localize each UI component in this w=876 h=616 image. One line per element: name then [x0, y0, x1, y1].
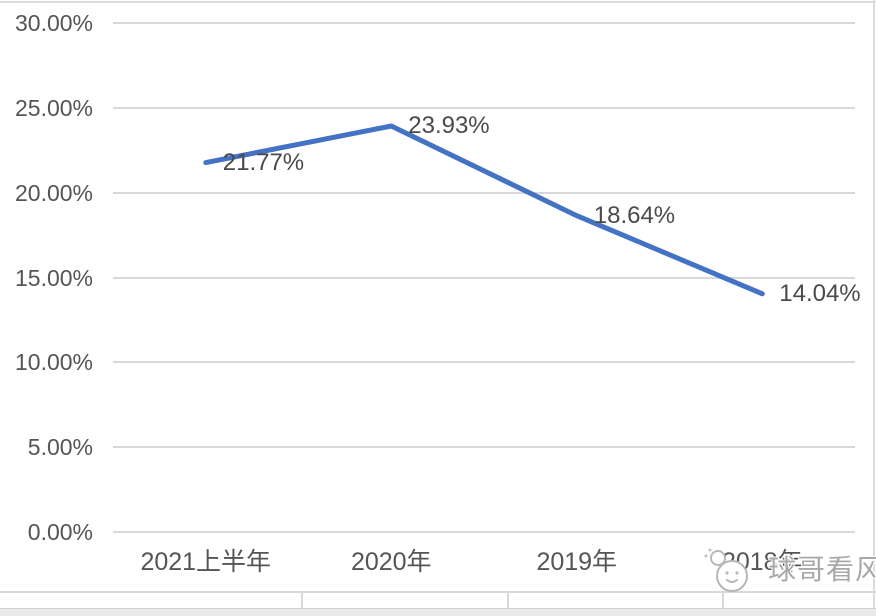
gridline [113, 446, 855, 449]
y-tick-label: 30.00% [14, 10, 93, 36]
table-border [0, 591, 876, 593]
x-axis-label: 2021上半年 [140, 548, 272, 576]
y-tick-label: 15.00% [14, 264, 93, 291]
y-tick-label: 25.00% [14, 94, 93, 121]
gridline [113, 276, 855, 279]
y-tick-label: 10.00% [14, 349, 93, 376]
gridline [113, 531, 855, 533]
cell-divider [507, 592, 509, 609]
top-border [0, 1, 876, 3]
data-label: 14.04% [779, 279, 861, 307]
y-tick-label: 5.00% [27, 434, 93, 461]
y-tick-label: 20.00% [14, 179, 93, 206]
cell-divider [722, 592, 724, 609]
data-label: 21.77% [222, 148, 305, 176]
bottom-strip [0, 608, 876, 616]
x-axis-label: 2020年 [350, 548, 432, 576]
x-axis-label: 2018年 [721, 548, 803, 576]
data-label: 18.64% [593, 201, 676, 229]
right-border [873, 0, 875, 608]
gridline [113, 106, 855, 109]
cell-divider [301, 592, 303, 609]
data-label: 23.93% [408, 111, 490, 139]
y-tick-label: 0.00% [27, 519, 93, 545]
gridline [113, 361, 855, 364]
gridline [113, 191, 855, 194]
x-axis-label: 2019年 [536, 548, 618, 576]
gridline [113, 22, 855, 24]
